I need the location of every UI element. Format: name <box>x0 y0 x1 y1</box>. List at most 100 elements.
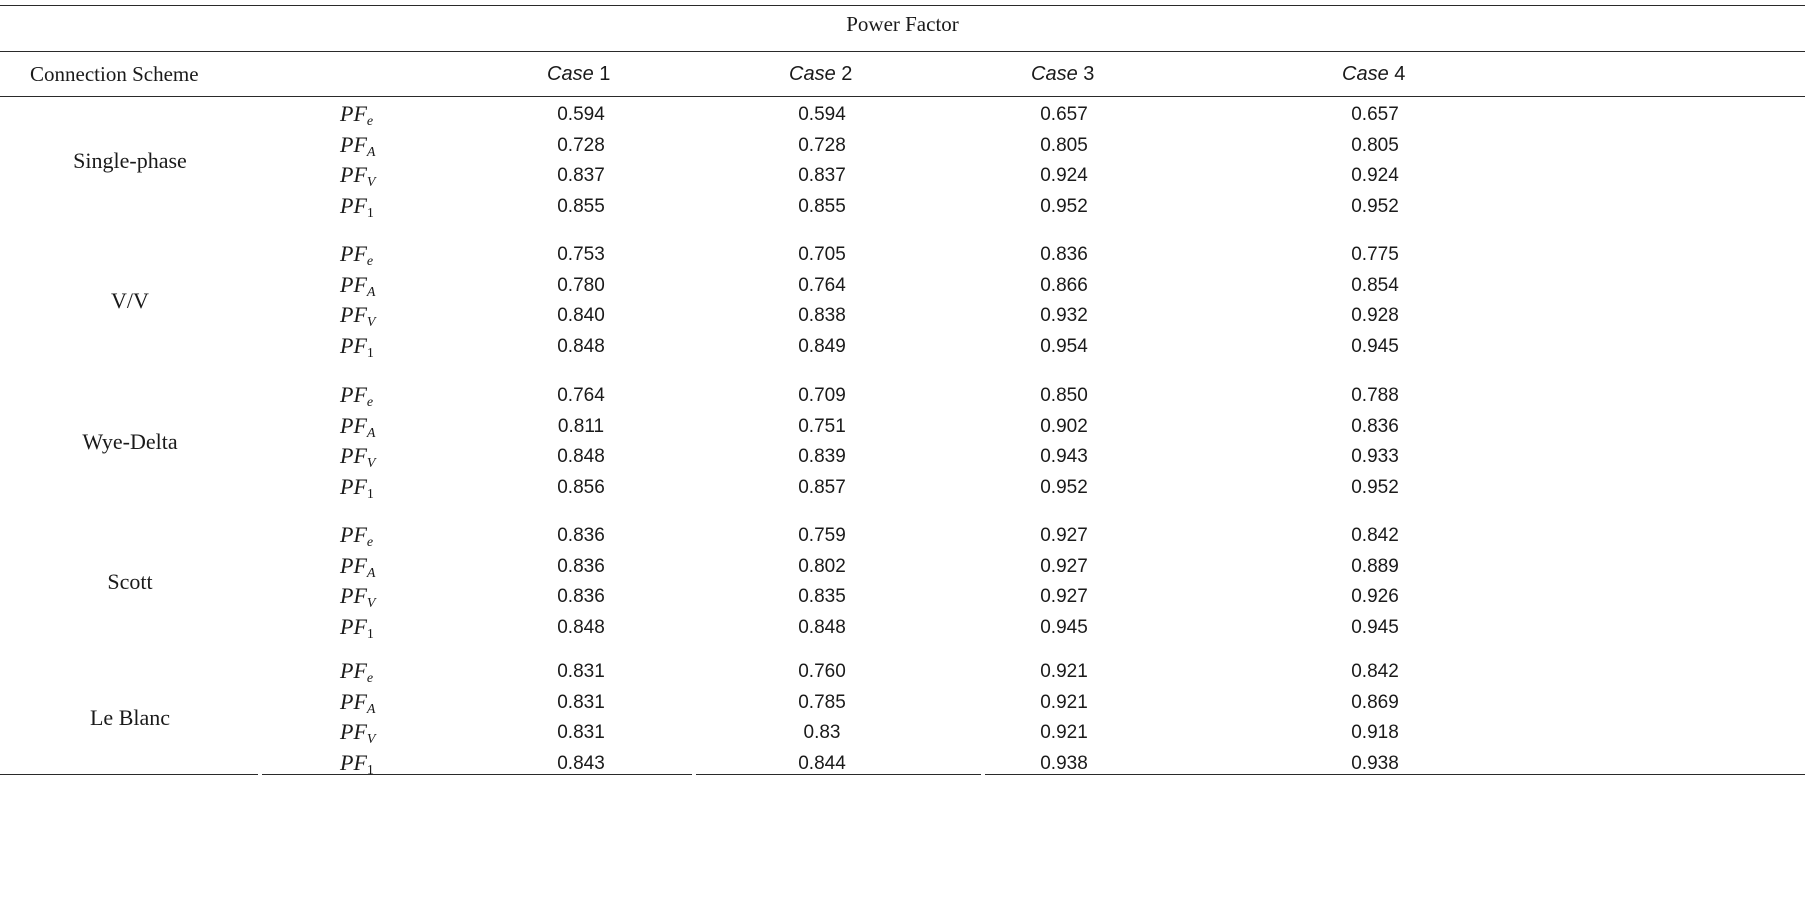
table-cell: 0.594 <box>798 104 846 125</box>
pf-row-label: PFA <box>340 552 376 581</box>
pf-row-label: PFA <box>340 412 376 441</box>
table-cell: 0.788 <box>1351 385 1399 406</box>
bottom-rule-segment <box>985 774 1805 775</box>
table-cell: 0.938 <box>1351 752 1399 774</box>
column-header-connection-scheme: Connection Scheme <box>30 62 199 86</box>
table-cell: 0.785 <box>798 691 846 713</box>
group-label: Le Blanc <box>89 704 171 730</box>
table-cell: 0.902 <box>1040 415 1088 437</box>
table-cell: 0.945 <box>1351 335 1399 357</box>
table-cell: 0.728 <box>557 134 605 156</box>
table-cell: 0.831 <box>557 722 605 743</box>
column-header-case-3: Case 3 <box>1031 63 1095 85</box>
table-cell: 0.764 <box>557 385 605 406</box>
table-cell: 0.952 <box>1351 195 1399 217</box>
table-cell: 0.918 <box>1351 722 1399 743</box>
table-cell: 0.857 <box>798 476 846 498</box>
table-cell: 0.705 <box>798 244 846 265</box>
table-cell: 0.927 <box>1040 555 1088 577</box>
table-cell: 0.926 <box>1351 586 1399 607</box>
table-cell: 0.839 <box>798 446 846 467</box>
pf-row-label: PFV <box>340 443 376 471</box>
pf-row-label: PF1 <box>340 613 374 642</box>
table-cell: 0.943 <box>1040 446 1088 467</box>
pf-row-label: PFA <box>340 131 376 160</box>
table-cell: 0.848 <box>557 335 605 357</box>
table-cell: 0.848 <box>798 616 846 638</box>
table-cell: 0.928 <box>1351 305 1399 326</box>
table-cell: 0.836 <box>557 525 605 546</box>
table-cell: 0.709 <box>798 385 846 406</box>
group-label: Scott <box>107 568 153 594</box>
table-cell: 0.837 <box>557 165 605 186</box>
table-cell: 0.850 <box>1040 385 1088 406</box>
pf-row-label: PFV <box>340 302 376 330</box>
table-cell: 0.952 <box>1040 476 1088 498</box>
column-header-case-4: Case 4 <box>1342 63 1406 85</box>
table-cell: 0.844 <box>798 752 846 774</box>
table-cell: 0.838 <box>798 305 846 326</box>
column-header-case-2: Case 2 <box>789 63 853 85</box>
table-cell: 0.927 <box>1040 525 1088 546</box>
table-cell: 0.843 <box>557 752 605 774</box>
table-cell: 0.924 <box>1351 165 1399 186</box>
table-cell: 0.837 <box>798 165 846 186</box>
table-cell: 0.840 <box>557 305 605 326</box>
table-cell: 0.952 <box>1351 476 1399 498</box>
bottom-rule-segment <box>696 774 981 775</box>
pf-row-label: PFA <box>340 688 376 717</box>
table-cell: 0.921 <box>1040 661 1088 682</box>
table-cell: 0.854 <box>1351 274 1399 296</box>
group-label: Wye-Delta <box>82 428 178 454</box>
table-cell: 0.753 <box>557 244 605 265</box>
table-cell: 0.802 <box>798 555 846 577</box>
table-cell: 0.775 <box>1351 244 1399 265</box>
table-cell: 0.924 <box>1040 165 1088 186</box>
table-cell: 0.856 <box>557 476 605 498</box>
table-cell: 0.836 <box>557 586 605 607</box>
table-cell: 0.805 <box>1351 134 1399 156</box>
table-cell: 0.759 <box>798 525 846 546</box>
table-cell: 0.855 <box>557 195 605 217</box>
table-cell: 0.657 <box>1040 104 1088 125</box>
table-cell: 0.760 <box>798 661 846 682</box>
pf-row-label: PF1 <box>340 473 374 502</box>
table-cell: 0.952 <box>1040 195 1088 217</box>
table-cell: 0.933 <box>1351 446 1399 467</box>
pf-row-label: PFe <box>340 101 374 129</box>
table-cell: 0.921 <box>1040 722 1088 743</box>
table-cell: 0.848 <box>557 616 605 638</box>
pf-row-label: PF1 <box>340 192 374 221</box>
table-cell: 0.594 <box>557 104 605 125</box>
table-cell: 0.805 <box>1040 134 1088 156</box>
column-header-case-1: Case 1 <box>547 63 611 85</box>
table-cell: 0.932 <box>1040 305 1088 326</box>
table-cell: 0.657 <box>1351 104 1399 125</box>
bottom-rule-segment <box>0 774 258 775</box>
table-cell: 0.849 <box>798 335 846 357</box>
table-cell: 0.811 <box>557 415 605 437</box>
table-cell: 0.831 <box>557 661 605 682</box>
table-cell: 0.836 <box>1351 415 1399 437</box>
table-cell: 0.836 <box>1040 244 1088 265</box>
pf-row-label: PFV <box>340 162 376 190</box>
group-label: Single-phase <box>73 147 187 173</box>
table-cell: 0.835 <box>798 586 846 607</box>
pf-row-label: PF1 <box>340 332 374 361</box>
header-divider-rule <box>0 96 1805 97</box>
bottom-rule-segment <box>262 774 692 775</box>
table-cell: 0.869 <box>1351 691 1399 713</box>
title-divider-rule <box>0 51 1805 52</box>
pf-row-label: PFA <box>340 271 376 300</box>
table-cell: 0.728 <box>798 134 846 156</box>
table-cell: 0.927 <box>1040 586 1088 607</box>
table-cell: 0.921 <box>1040 691 1088 713</box>
table-cell: 0.855 <box>798 195 846 217</box>
table-cell: 0.938 <box>1040 752 1088 774</box>
pf-row-label: PFe <box>340 522 374 550</box>
table-cell: 0.866 <box>1040 274 1088 296</box>
pf-row-label: PFe <box>340 382 374 410</box>
table-cell: 0.836 <box>557 555 605 577</box>
table-cell: 0.889 <box>1351 555 1399 577</box>
table-cell: 0.751 <box>798 415 846 437</box>
